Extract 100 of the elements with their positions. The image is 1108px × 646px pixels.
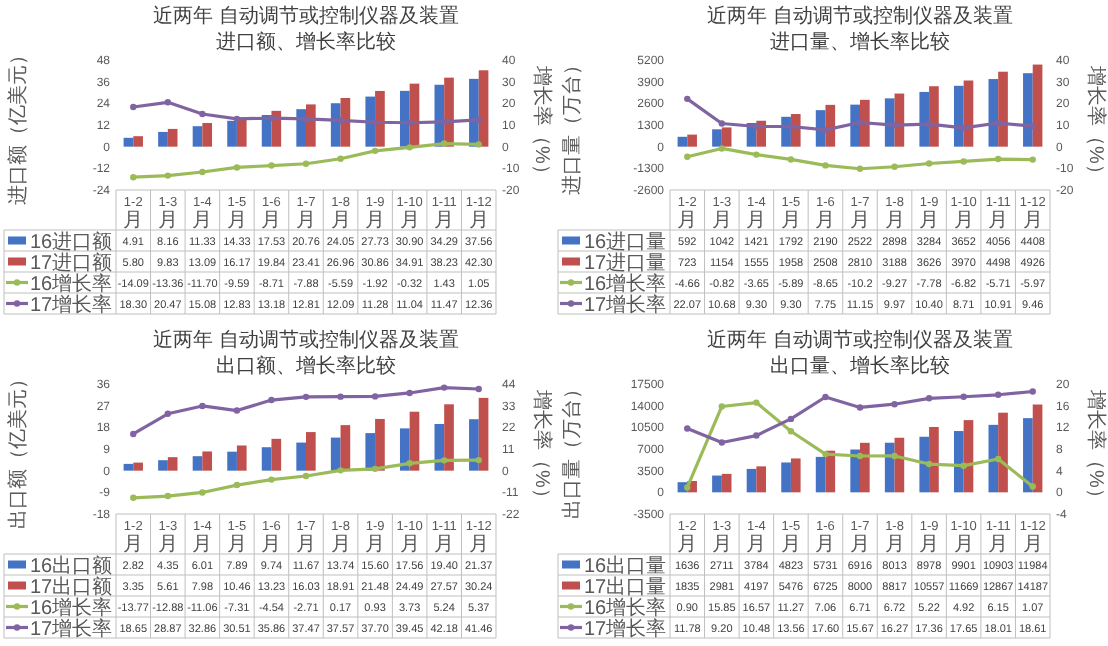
legend-label: 17增长率 [584,616,667,641]
line-series [684,399,1036,491]
point [302,472,310,480]
bar [330,103,341,147]
point [753,399,760,406]
point [856,452,864,460]
bar [158,460,168,471]
line-series [684,145,1036,172]
point [994,391,1002,398]
point [925,120,933,128]
point [822,393,829,401]
point [440,384,448,391]
bar [677,136,688,147]
bar [469,419,479,471]
chart-title: 近两年 自动调节或控制仪器及装置 [707,328,1013,352]
point [475,116,482,124]
bar [781,462,791,493]
point [268,162,275,169]
bar [227,120,237,147]
y2-axis-title: 增长率（%） [1084,388,1108,508]
point [1029,122,1036,130]
point [960,462,967,469]
point [1029,388,1036,395]
bar [919,436,930,493]
point [960,393,967,400]
point [164,99,172,106]
legend-label: 16增长率 [30,595,113,620]
bar [919,91,930,147]
legend-label: 16增长率 [584,271,667,296]
bar [227,451,237,471]
bar [133,462,143,471]
bar [998,412,1008,493]
bar [929,86,939,147]
y2-axis-title: 增长率（%） [1084,64,1108,184]
bar [167,128,178,147]
legend-label: 16进口量 [584,229,667,254]
chart-title: 近两年 自动调节或控制仪器及装置 [707,4,1013,28]
legend-label: 17进口额 [30,250,113,275]
point [268,476,275,483]
chart-subtitle: 进口量、增长率比较 [770,30,950,54]
point [164,410,172,417]
point [856,165,864,172]
chart-title: 近两年 自动调节或控制仪器及装置 [153,328,459,352]
chart-subtitle: 进口额、增长率比较 [216,30,396,54]
y2-axis-title: 增长率（%） [530,64,554,184]
chart-subtitle: 出口量、增长率比较 [770,354,950,378]
point [233,407,241,414]
point [130,430,137,438]
point [684,153,691,160]
legend-label: 17增长率 [584,292,667,317]
bar [478,70,489,147]
point [337,393,344,400]
point [925,395,933,402]
point [302,393,310,401]
point [753,123,760,130]
point [406,144,413,151]
point [406,460,413,467]
bar [884,442,895,493]
point [822,126,829,134]
point [718,120,726,127]
point [1029,483,1036,490]
point [233,481,241,489]
legend-label: 17进口量 [584,250,667,275]
point [475,456,482,464]
bar [167,457,178,471]
bar [123,137,134,147]
chart-subtitle: 出口额、增长率比较 [216,354,396,378]
point [130,174,137,181]
legend-label: 17增长率 [30,616,113,641]
point [856,404,864,411]
point [302,160,310,167]
bar [133,136,143,147]
bar [444,77,454,147]
bar [712,129,722,147]
point [787,415,795,423]
bar [860,99,870,147]
point [925,160,933,167]
bar [375,90,385,147]
point [960,124,967,131]
point [199,168,206,176]
point [233,115,241,123]
point [891,163,898,170]
bar [1023,418,1033,493]
point [164,172,172,179]
bar [953,431,964,493]
legend-label: 16增长率 [584,595,667,620]
point [440,118,448,126]
point [337,467,344,474]
bar [296,442,306,471]
bar [790,458,801,493]
bar [825,104,836,147]
bar [860,442,870,493]
point [718,403,726,410]
point [475,385,482,393]
point [891,452,898,460]
legend-label: 16增长率 [30,271,113,296]
bar [721,127,732,147]
point [718,145,726,152]
point [371,465,379,473]
legend-label: 16进口额 [30,229,113,254]
